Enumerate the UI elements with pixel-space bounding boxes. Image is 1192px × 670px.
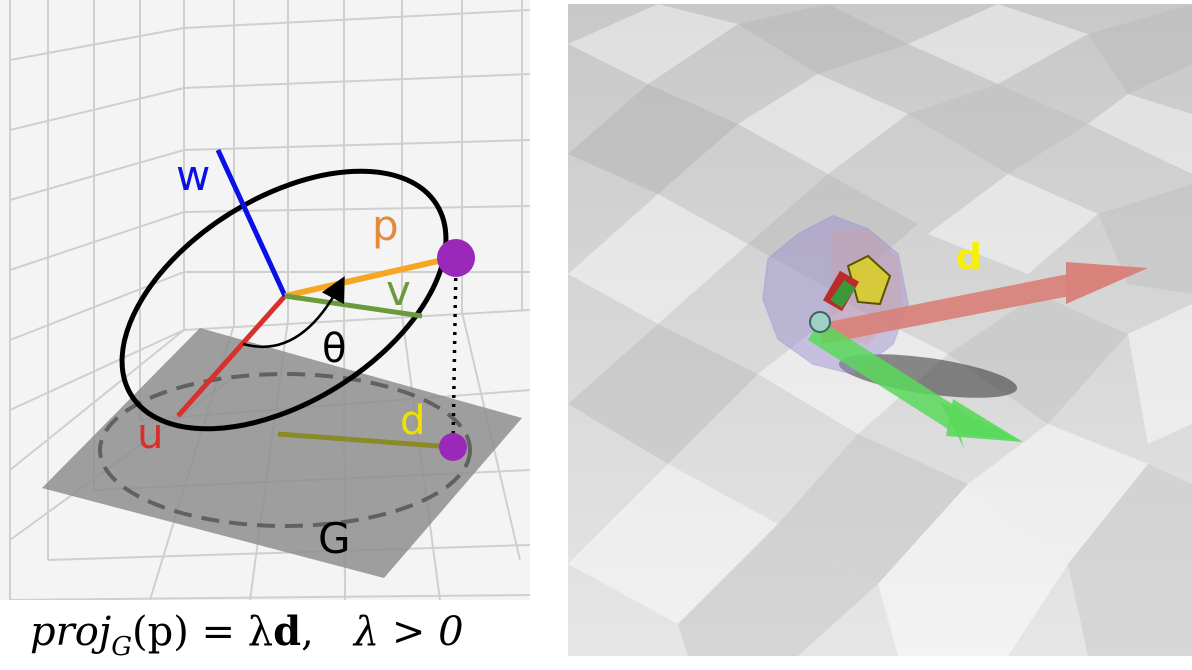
w-axis <box>215 148 288 298</box>
d-line <box>277 431 453 450</box>
label-p: p <box>372 201 399 250</box>
label-v: v <box>386 266 411 315</box>
label-w: w <box>176 151 210 200</box>
projection-diagram: w p v θ u d G projG(p) = λd, λ > 0 <box>0 0 530 662</box>
d-arrow <box>818 262 1148 344</box>
u-axis <box>176 294 287 418</box>
robot-body <box>809 254 892 333</box>
label-u: u <box>137 409 164 458</box>
p-vector <box>284 254 457 299</box>
v-vector <box>284 293 423 319</box>
projection-formula: projG(p) = λd, λ > 0 <box>30 608 464 662</box>
orbit-ellipse <box>119 168 449 432</box>
d-point <box>439 433 467 461</box>
projected-ellipse <box>98 372 472 528</box>
checkered-floor <box>568 4 1192 656</box>
green-arrow <box>808 320 1023 448</box>
p-point <box>437 239 475 277</box>
label-g: G <box>318 514 351 563</box>
label-d: d <box>400 398 425 444</box>
theta-arc <box>242 276 345 349</box>
label-theta: θ <box>322 326 346 372</box>
projection-dotted-line <box>451 259 458 447</box>
simulation-render: d <box>568 4 1192 656</box>
label-d-right: d <box>956 237 982 278</box>
